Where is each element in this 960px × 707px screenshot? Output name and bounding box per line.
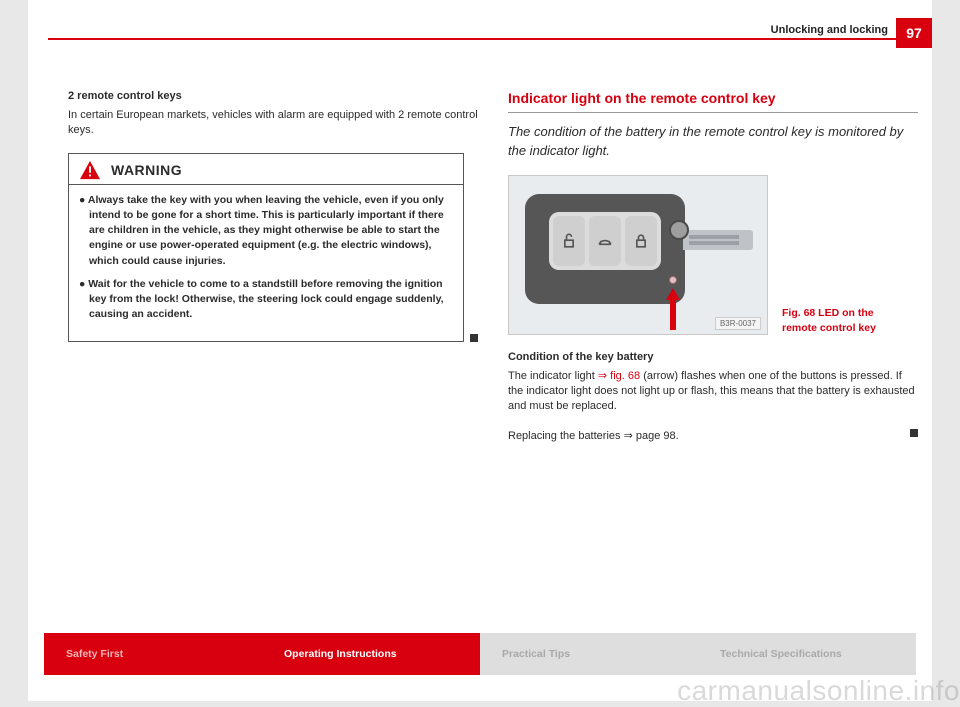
key-led-indicator <box>669 276 677 284</box>
unlock-icon <box>559 231 579 251</box>
section-end-mark-icon <box>470 334 478 342</box>
manual-page: 97 Unlocking and locking 2 remote contro… <box>28 0 932 701</box>
body-text: In certain European markets, vehicles wi… <box>68 108 478 139</box>
text-fragment: Replacing the batteries ⇒ page 98. <box>508 430 679 442</box>
warning-body: ● Always take the key with you when leav… <box>69 185 463 341</box>
key-trunk-button <box>589 216 621 266</box>
warning-box: WARNING ● Always take the key with you w… <box>68 153 464 342</box>
figure-68-key: B3R-0037 <box>508 175 768 335</box>
warning-label: WARNING <box>111 162 182 178</box>
figure-reference: ⇒ fig. 68 <box>598 370 640 382</box>
key-unlock-button <box>553 216 585 266</box>
lead-text: The condition of the battery in the remo… <box>508 123 918 161</box>
trunk-icon <box>595 231 615 251</box>
right-column: Indicator light on the remote control ke… <box>508 90 918 458</box>
warning-row: WARNING ● Always take the key with you w… <box>68 153 478 342</box>
header-rule <box>48 38 912 40</box>
warning-triangle-icon <box>79 160 101 180</box>
figure-code: B3R-0037 <box>715 317 761 330</box>
lock-icon <box>631 231 651 251</box>
left-column: 2 remote control keys In certain Europea… <box>68 90 478 342</box>
tab-safety-first[interactable]: Safety First <box>44 633 262 675</box>
key-lock-button <box>625 216 657 266</box>
body-text: The indicator light ⇒ fig. 68 (arrow) fl… <box>508 369 918 415</box>
tab-practical-tips[interactable]: Practical Tips <box>480 633 698 675</box>
subheading-battery: Condition of the key battery <box>508 351 918 363</box>
section-end-mark-icon <box>910 429 918 437</box>
chapter-title: Unlocking and locking <box>771 24 888 36</box>
subheading-remote-keys: 2 remote control keys <box>68 90 478 102</box>
footer-tabs: Safety First Operating Instructions Prac… <box>44 633 916 675</box>
key-release-button <box>669 220 689 240</box>
figure-number: Fig. 68 <box>782 307 815 319</box>
text-fragment: The indicator light <box>508 370 598 382</box>
warning-bullet: ● Wait for the vehicle to come to a stan… <box>79 277 453 323</box>
key-button-panel <box>549 212 661 270</box>
body-text: Replacing the batteries ⇒ page 98. <box>508 429 918 444</box>
watermark: carmanualsonline.info <box>677 675 960 707</box>
page-number-badge: 97 <box>896 18 932 48</box>
up-arrow-icon <box>665 288 681 330</box>
section-title: Indicator light on the remote control ke… <box>508 90 918 113</box>
figure-caption: Fig. 68 LED on the remote control key <box>782 306 902 334</box>
warning-header: WARNING <box>69 154 463 185</box>
tab-technical-specifications[interactable]: Technical Specifications <box>698 633 916 675</box>
warning-bullet: ● Always take the key with you when leav… <box>79 193 453 269</box>
key-blade <box>683 230 753 250</box>
tab-operating-instructions[interactable]: Operating Instructions <box>262 633 480 675</box>
figure-row: B3R-0037 Fig. 68 LED on the remote contr… <box>508 175 918 335</box>
